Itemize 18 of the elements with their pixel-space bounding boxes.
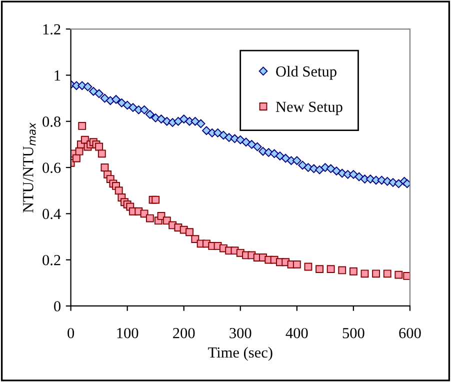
x-tick-label: 500 [342,328,364,338]
x-tick-label: 300 [230,328,252,338]
x-tick-label: 200 [173,328,195,338]
y-tick-label: 0.6 [42,162,61,174]
y-tick-label: 0 [54,301,60,312]
x-axis-title: Time (sec) [208,346,272,361]
x-tick-label: 600 [399,328,421,338]
x-tick-label: 100 [117,328,138,338]
y-tick-label: 0.8 [42,116,60,127]
legend-label: New Setup [276,102,342,116]
legend-label: Old Setup [276,66,336,80]
x-tick-label: 400 [286,328,308,338]
y-tick-label: 1 [54,70,60,80]
y-tick-label: 1.2 [43,24,60,35]
x-tick-label: 0 [68,328,74,338]
y-axis-title: NTU/NTU$_{max}$ [23,122,36,213]
y-tick-label: 0.4 [42,208,61,220]
y-tick-label: 0.2 [42,254,60,266]
